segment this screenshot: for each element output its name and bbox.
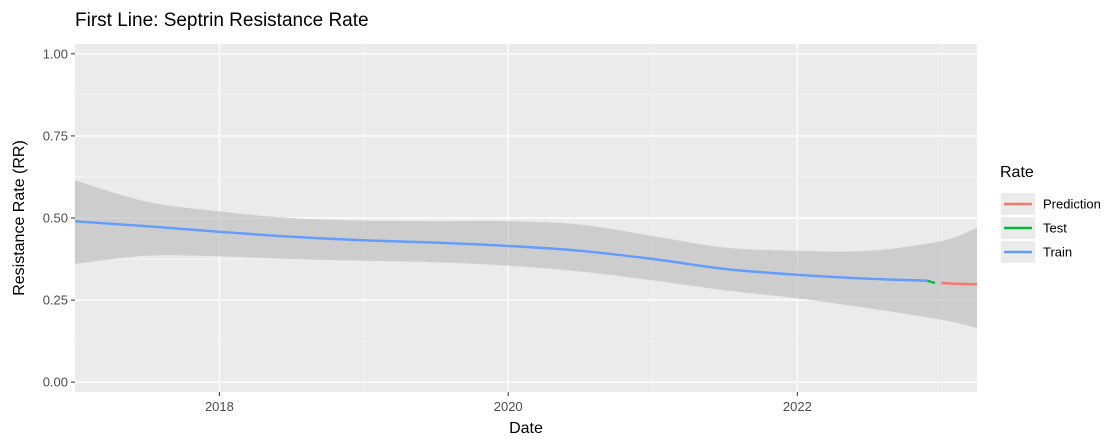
y-tick-label-1: 0.25 <box>43 293 68 308</box>
y-tick-label-2: 0.50 <box>43 211 68 226</box>
y-axis-title: Resistance Rate (RR) <box>11 140 28 296</box>
chart-title: First Line: Septrin Resistance Rate <box>75 10 369 31</box>
series-lines <box>74 220 978 286</box>
x-axis: 2018 2020 2022 <box>205 392 812 414</box>
confidence-band-area <box>75 180 977 328</box>
y-tick-label-0: 0.00 <box>43 375 68 390</box>
x-tick-label-0: 2018 <box>205 399 234 414</box>
legend: Rate Prediction Test Train <box>1000 164 1101 263</box>
x-tick-label-1: 2020 <box>494 399 523 414</box>
series-line-train <box>74 220 928 282</box>
series-line-test <box>926 279 936 285</box>
legend-label-prediction: Prediction <box>1043 197 1101 212</box>
y-axis: 0.00 0.25 0.50 0.75 1.00 <box>43 46 75 390</box>
x-axis-title: Date <box>509 420 543 437</box>
y-tick-label-4: 1.00 <box>43 46 68 61</box>
legend-label-test: Test <box>1043 221 1067 236</box>
y-tick-label-3: 0.75 <box>43 128 68 143</box>
legend-title: Rate <box>1000 164 1034 181</box>
x-tick-label-2: 2022 <box>783 399 812 414</box>
confidence-band <box>75 180 977 328</box>
legend-label-train: Train <box>1043 245 1072 260</box>
series-line-prediction <box>941 281 978 286</box>
